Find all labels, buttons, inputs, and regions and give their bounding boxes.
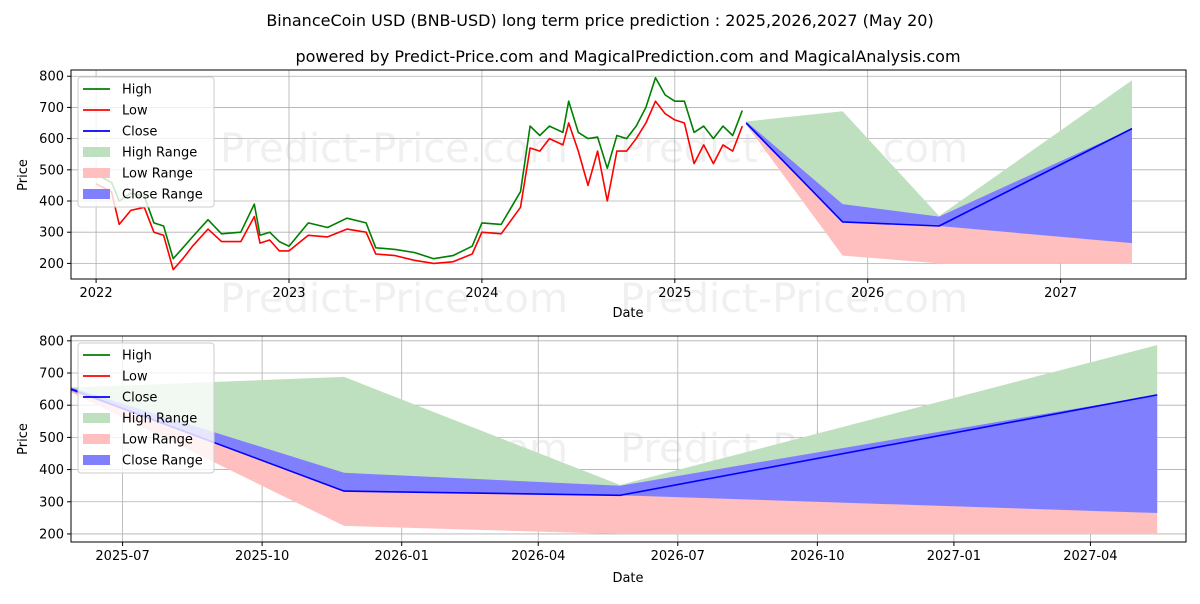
high-range-band [71, 345, 1158, 496]
legend-label: Close Range [122, 454, 203, 469]
y-tick-label: 600 [39, 132, 64, 147]
top-plot-frame [70, 69, 1187, 280]
y-tick-label: 300 [39, 226, 64, 241]
legend-swatch [83, 168, 110, 178]
legend-label: High Range [122, 146, 197, 161]
close-range-band [746, 121, 1132, 244]
chart-subtitle: powered by Predict-Price.com and Magical… [295, 47, 960, 66]
y-tick-label: 300 [39, 495, 64, 510]
legend-label: High Range [122, 412, 197, 427]
legend-label: High [122, 83, 152, 98]
legend-swatch [83, 189, 110, 199]
x-tick-label: 2022 [80, 286, 113, 301]
legend-label: Low Range [122, 433, 193, 448]
bottom-plot-frame [70, 335, 1187, 543]
y-tick-label: 700 [39, 101, 64, 116]
y-tick-label: 400 [39, 463, 64, 478]
watermark-1: Predict-Price.com [220, 126, 568, 172]
legend-box [77, 76, 215, 208]
y-tick-label: 800 [39, 70, 64, 85]
legend-swatch [83, 455, 110, 465]
watermark-3: Predict-Price.com [220, 276, 568, 322]
top-y-axis-label: Price [16, 159, 31, 191]
watermark-4: Predict-Price.com [620, 276, 968, 322]
x-tick-label: 2027 [1044, 286, 1077, 301]
top-legend: High Low Close High Range Low Range Close Ran… [77, 76, 215, 208]
x-tick-label: 2026-07 [651, 549, 705, 564]
x-tick-label: 2026 [851, 286, 884, 301]
chart-title: BinanceCoin USD (BNB-USD) long term pric… [266, 11, 933, 30]
bottom-legend: High Low Close High Range Low Range Close Ran… [77, 342, 215, 474]
legend-label: Close Range [122, 188, 203, 203]
y-tick-label: 200 [39, 527, 64, 542]
x-tick-label: 2024 [465, 286, 498, 301]
legend-label: Close [122, 125, 157, 140]
x-tick-label: 2027-01 [927, 549, 981, 564]
legend-label: Low Range [122, 167, 193, 182]
y-tick-label: 400 [39, 195, 64, 210]
y-tick-label: 200 [39, 257, 64, 272]
x-tick-label: 2023 [272, 286, 305, 301]
y-tick-label: 700 [39, 367, 64, 382]
low-series-line [95, 100, 744, 271]
bottom-x-axis-label: Date [612, 571, 643, 586]
x-tick-label: 2025-07 [95, 549, 149, 564]
legend-label: Low [122, 370, 148, 385]
legend-label: Close [122, 391, 157, 406]
legend-swatch [83, 413, 110, 423]
bottom-y-axis-label: Price [16, 423, 31, 455]
high-range-band [746, 80, 1132, 226]
bottom-panel: Predict-Price.com Predict-Price.com 2025… [16, 334, 1187, 586]
x-tick-label: 2026-10 [790, 549, 844, 564]
high-series-line [95, 77, 744, 260]
x-tick-label: 2025-10 [235, 549, 289, 564]
close-range-band [71, 387, 1158, 513]
x-tick-label: 2027-04 [1063, 549, 1117, 564]
y-tick-label: 600 [39, 399, 64, 414]
top-panel: Predict-Price.com Predict-Price.com Pred… [16, 69, 1187, 322]
y-tick-label: 500 [39, 431, 64, 446]
legend-label: High [122, 349, 152, 364]
x-tick-label: 2026-01 [375, 549, 429, 564]
legend-box [77, 342, 215, 474]
legend-swatch [83, 434, 110, 444]
y-tick-label: 500 [39, 163, 64, 178]
close-series-line [745, 122, 1133, 227]
x-tick-label: 2025 [658, 286, 691, 301]
y-tick-label: 800 [39, 334, 64, 349]
legend-swatch [83, 147, 110, 157]
top-x-axis-label: Date [612, 306, 643, 321]
legend-label: Low [122, 104, 148, 119]
x-tick-label: 2026-04 [511, 549, 565, 564]
